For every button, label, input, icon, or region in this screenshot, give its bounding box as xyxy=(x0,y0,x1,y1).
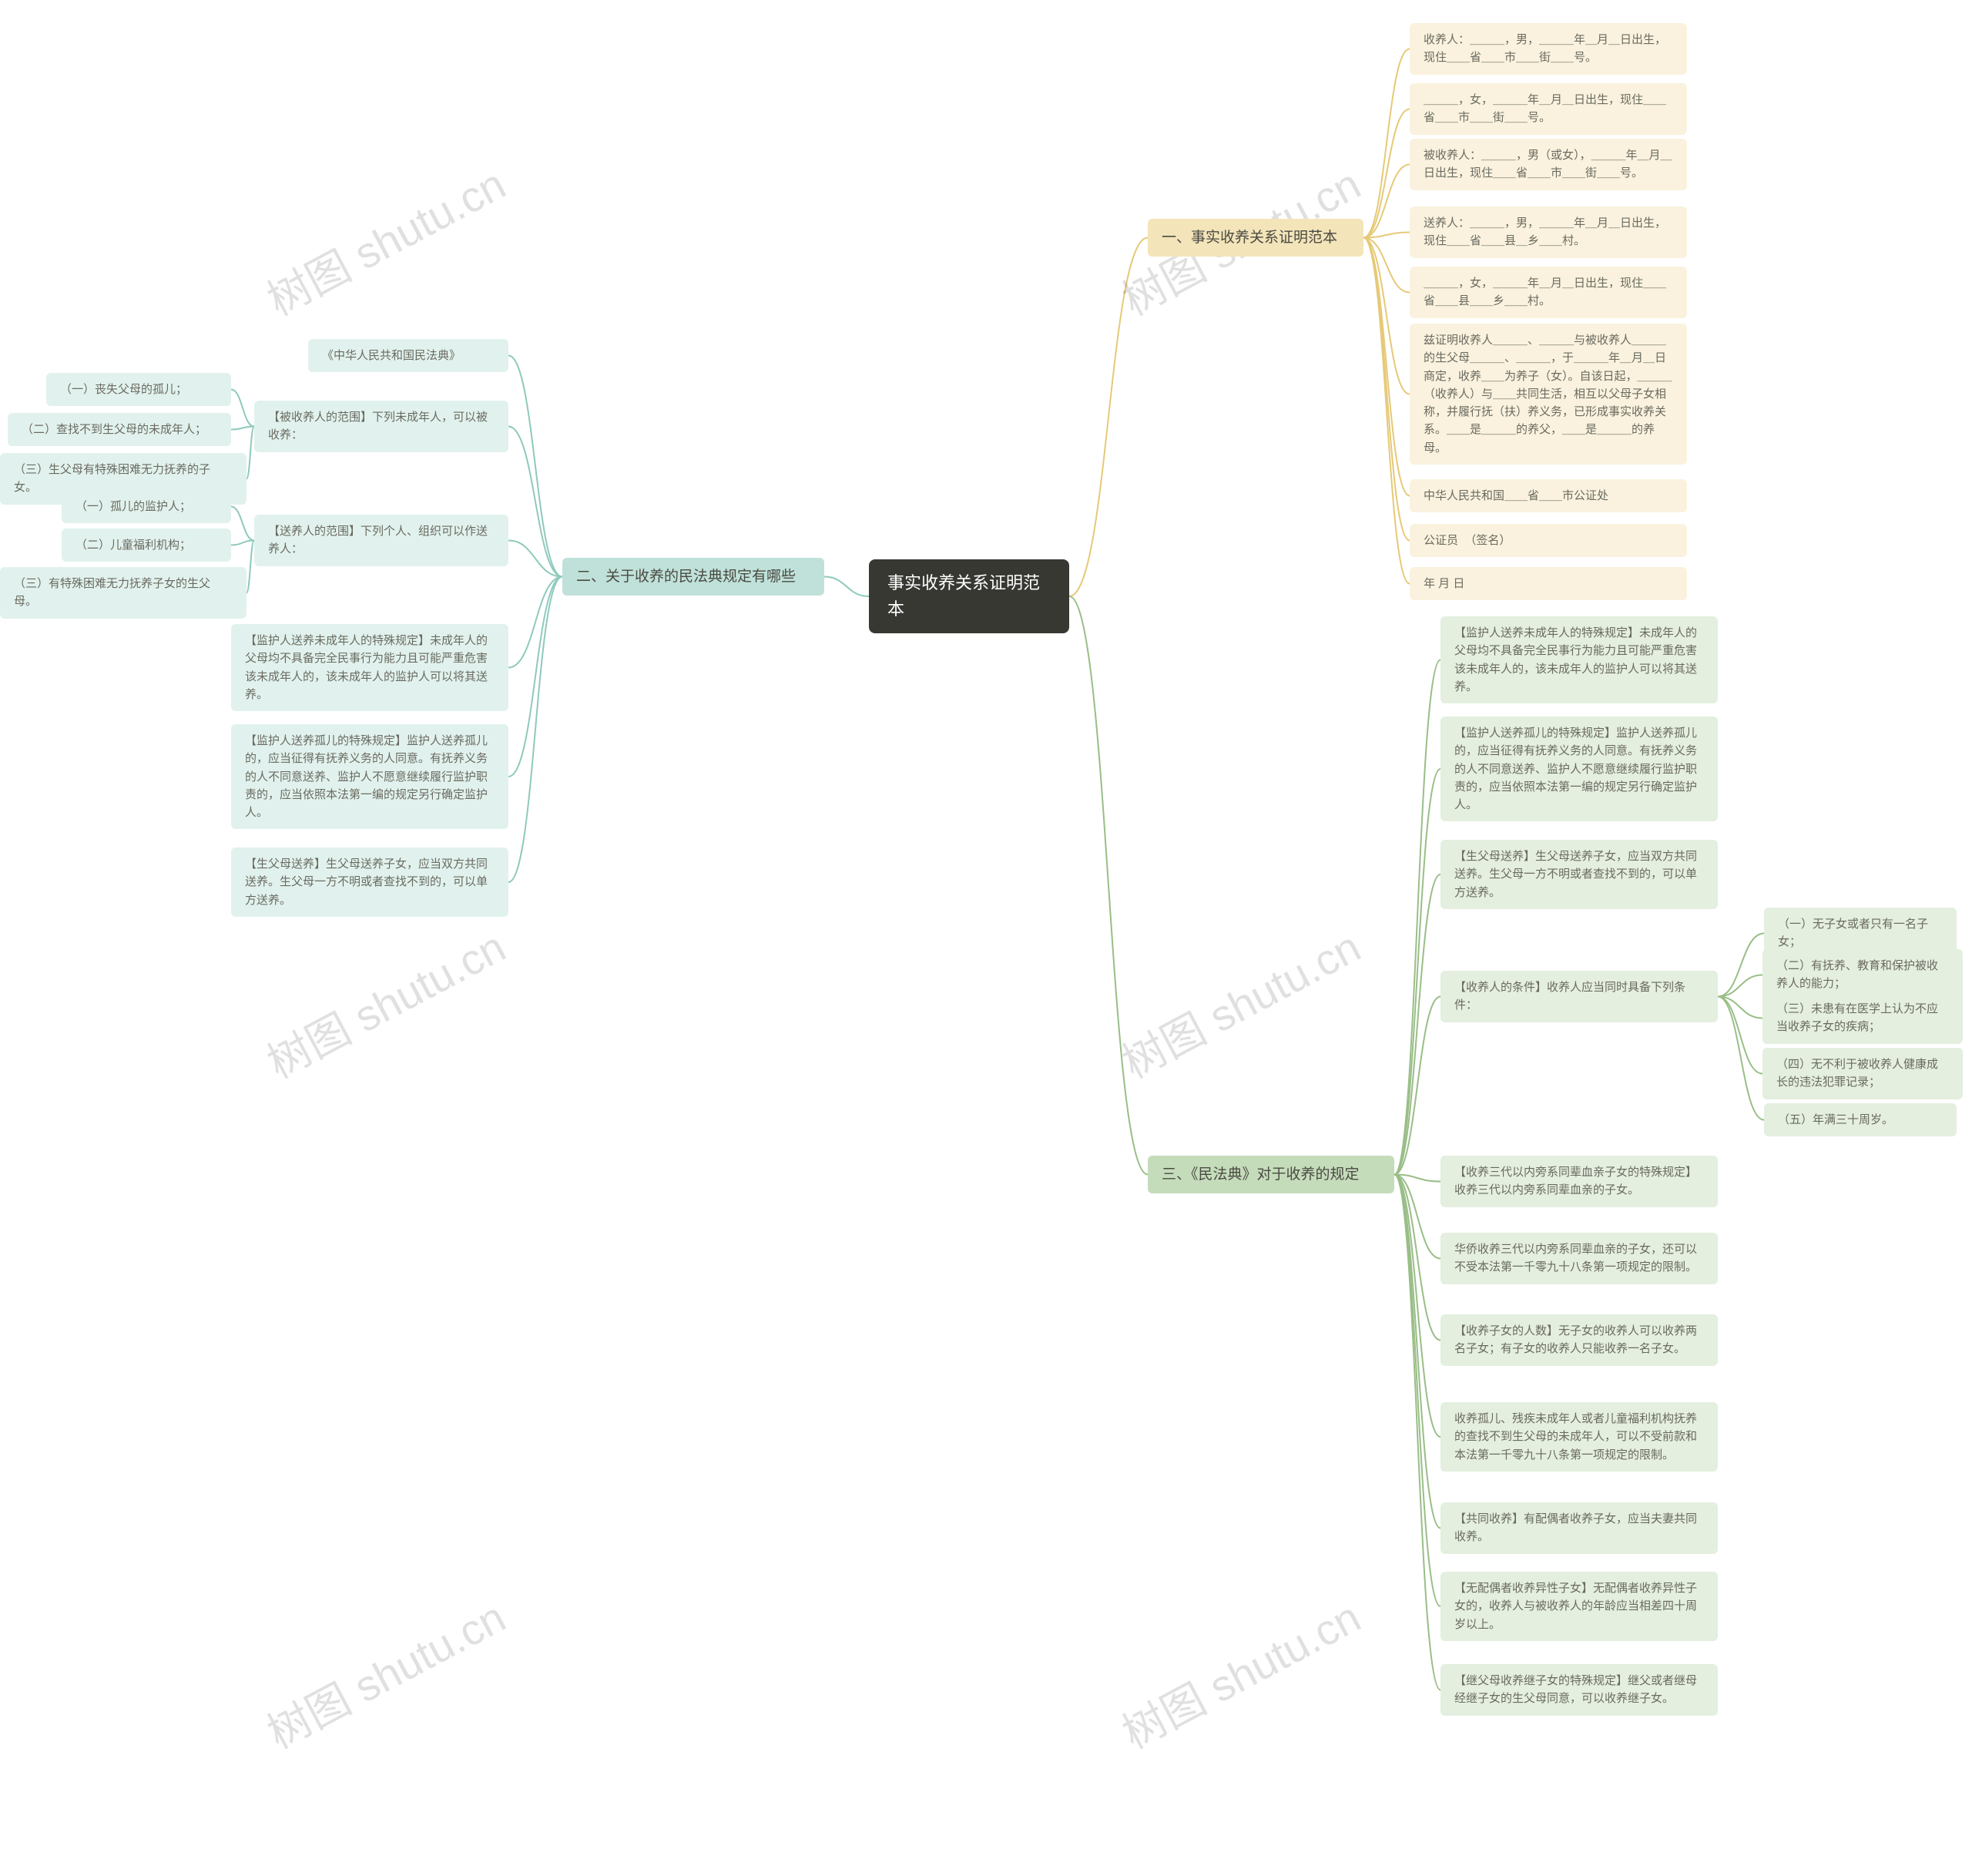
leaf-node: 被收养人：＿＿＿，男（或女），＿＿＿年＿月＿日出生，现住＿＿省＿＿市＿＿街＿＿号… xyxy=(1410,139,1687,190)
watermark: 树图 shutu.cn xyxy=(255,913,515,1091)
leaf-node: 【监护人送养孤儿的特殊规定】监护人送养孤儿的，应当征得有抚养义务的人同意。有抚养… xyxy=(1440,717,1718,821)
leaf-node: 【收养三代以内旁系同辈血亲子女的特殊规定】收养三代以内旁系同辈血亲的子女。 xyxy=(1440,1156,1718,1207)
leaf-node: 【生父母送养】生父母送养子女，应当双方共同送养。生父母一方不明或者查找不到的，可… xyxy=(231,847,508,917)
leaf-node: 【监护人送养未成年人的特殊规定】未成年人的父母均不具备完全民事行为能力且可能严重… xyxy=(1440,616,1718,703)
leaf-node: ＿＿＿，女，＿＿＿年＿月＿日出生，现住＿＿省＿＿县＿＿乡＿＿村。 xyxy=(1410,267,1687,318)
leaf-node: （三）未患有在医学上认为不应当收养子女的疾病； xyxy=(1762,992,1963,1044)
leaf-node: 【监护人送养未成年人的特殊规定】未成年人的父母均不具备完全民事行为能力且可能严重… xyxy=(231,624,508,711)
root-node: 事实收养关系证明范本 xyxy=(869,559,1069,633)
leaf-node: （一）孤儿的监护人； xyxy=(62,490,231,523)
leaf-node: 【生父母送养】生父母送养子女，应当双方共同送养。生父母一方不明或者查找不到的，可… xyxy=(1440,840,1718,909)
leaf-node: 【被收养人的范围】下列未成年人，可以被收养： xyxy=(254,401,508,452)
watermark: 树图 shutu.cn xyxy=(1110,913,1370,1091)
leaf-node: ＿＿＿，女，＿＿＿年＿月＿日出生，现住＿＿省＿＿市＿＿街＿＿号。 xyxy=(1410,83,1687,135)
leaf-node: 【送养人的范围】下列个人、组织可以作送养人： xyxy=(254,515,508,566)
leaf-node: 收养人：＿＿＿，男，＿＿＿年＿月＿日出生，现住＿＿省＿＿市＿＿街＿＿号。 xyxy=(1410,23,1687,75)
leaf-node: 【监护人送养孤儿的特殊规定】监护人送养孤儿的，应当征得有抚养义务的人同意。有抚养… xyxy=(231,724,508,829)
leaf-node: （三）有特殊困难无力抚养子女的生父母。 xyxy=(0,567,246,619)
leaf-node: 【无配偶者收养异性子女】无配偶者收养异性子女的，收养人与被收养人的年龄应当相差四… xyxy=(1440,1572,1718,1641)
watermark: 树图 shutu.cn xyxy=(255,1583,515,1761)
leaf-node: 【收养子女的人数】无子女的收养人可以收养两名子女；有子女的收养人只能收养一名子女… xyxy=(1440,1314,1718,1366)
leaf-node: （四）无不利于被收养人健康成长的违法犯罪记录； xyxy=(1762,1048,1963,1099)
watermark: 树图 shutu.cn xyxy=(255,150,515,328)
leaf-node: 公证员 （签名） xyxy=(1410,524,1687,557)
leaf-node: 华侨收养三代以内旁系同辈血亲的子女，还可以不受本法第一千零九十八条第一项规定的限… xyxy=(1440,1233,1718,1284)
leaf-node: （二）儿童福利机构； xyxy=(62,529,231,562)
leaf-node: （一）丧失父母的孤儿； xyxy=(46,373,231,406)
leaf-node: 《中华人民共和国民法典》 xyxy=(308,339,508,372)
leaf-node: 【共同收养】有配偶者收养子女，应当夫妻共同收养。 xyxy=(1440,1502,1718,1554)
leaf-node: 【继父母收养继子女的特殊规定】继父或者继母经继子女的生父母同意，可以收养继子女。 xyxy=(1440,1664,1718,1716)
leaf-node: 送养人：＿＿＿，男，＿＿＿年＿月＿日出生，现住＿＿省＿＿县＿乡＿＿村。 xyxy=(1410,206,1687,258)
leaf-node: 【收养人的条件】收养人应当同时具备下列条件： xyxy=(1440,971,1718,1022)
branch-node: 三、《民法典》对于收养的规定 xyxy=(1148,1156,1394,1193)
branch-node: 二、关于收养的民法典规定有哪些 xyxy=(562,558,824,596)
branch-node: 一、事实收养关系证明范本 xyxy=(1148,219,1363,257)
leaf-node: 年 月 日 xyxy=(1410,567,1687,600)
watermark: 树图 shutu.cn xyxy=(1110,1583,1370,1761)
leaf-node: 收养孤儿、残疾未成年人或者儿童福利机构抚养的查找不到生父母的未成年人，可以不受前… xyxy=(1440,1402,1718,1472)
leaf-node: 中华人民共和国＿＿省＿＿市公证处 xyxy=(1410,479,1687,512)
leaf-node: （五）年满三十周岁。 xyxy=(1764,1103,1957,1136)
leaf-node: 兹证明收养人＿＿＿、＿＿＿与被收养人＿＿＿的生父母＿＿＿、＿＿＿，于＿＿＿年＿月… xyxy=(1410,324,1687,465)
leaf-node: （二）查找不到生父母的未成年人； xyxy=(8,413,231,446)
